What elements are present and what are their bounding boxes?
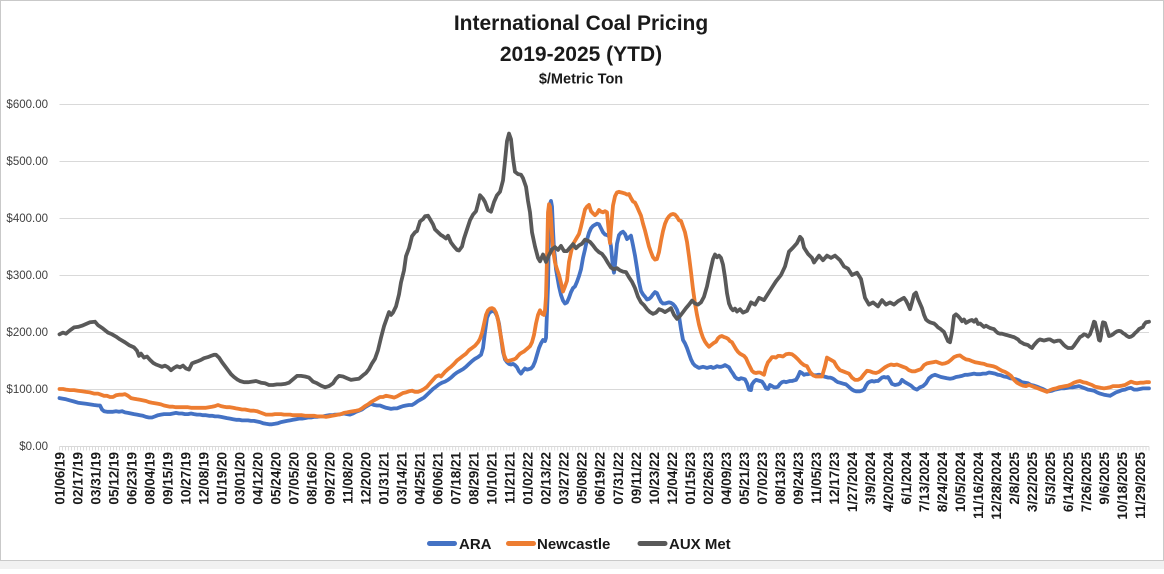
svg-text:07/18/21: 07/18/21 <box>449 452 464 505</box>
svg-text:$300.00: $300.00 <box>6 270 48 282</box>
svg-text:01/15/23: 01/15/23 <box>683 452 698 505</box>
svg-text:$500.00: $500.00 <box>6 156 48 168</box>
svg-text:06/19/22: 06/19/22 <box>593 452 608 505</box>
svg-text:12/04/22: 12/04/22 <box>665 452 680 505</box>
svg-text:6/1/2024: 6/1/2024 <box>899 452 914 505</box>
svg-text:09/27/20: 09/27/20 <box>323 452 338 505</box>
svg-text:10/5/2024: 10/5/2024 <box>953 452 968 513</box>
svg-text:11/08/20: 11/08/20 <box>341 452 356 504</box>
svg-text:8/24/2024: 8/24/2024 <box>935 452 950 513</box>
svg-text:1/27/2024: 1/27/2024 <box>845 452 860 513</box>
svg-text:$100.00: $100.00 <box>6 384 48 396</box>
svg-text:$400.00: $400.00 <box>6 213 48 225</box>
svg-text:International Coal Pricing: International Coal Pricing <box>454 12 708 35</box>
svg-text:03/01/20: 03/01/20 <box>233 452 248 505</box>
svg-text:11/16/2024: 11/16/2024 <box>971 452 986 519</box>
svg-text:02/13/22: 02/13/22 <box>539 452 554 505</box>
svg-text:01/06/19: 01/06/19 <box>53 452 68 505</box>
svg-text:6/14/2025: 6/14/2025 <box>1061 452 1076 513</box>
svg-text:7/13/2024: 7/13/2024 <box>917 452 932 513</box>
svg-text:01/19/20: 01/19/20 <box>215 452 230 505</box>
svg-text:10/27/19: 10/27/19 <box>179 452 194 505</box>
svg-text:04/09/23: 04/09/23 <box>719 452 734 505</box>
svg-text:12/17/23: 12/17/23 <box>827 452 842 505</box>
svg-text:12/20/20: 12/20/20 <box>359 452 374 505</box>
svg-text:3/22/2025: 3/22/2025 <box>1025 452 1040 513</box>
svg-text:11/21/21: 11/21/21 <box>503 452 518 504</box>
svg-text:3/9/2024: 3/9/2024 <box>863 452 878 505</box>
svg-text:4/20/2024: 4/20/2024 <box>881 452 896 513</box>
svg-text:2019-2025 (YTD): 2019-2025 (YTD) <box>500 43 662 66</box>
svg-text:05/24/20: 05/24/20 <box>269 452 284 505</box>
svg-text:03/14/21: 03/14/21 <box>395 452 410 505</box>
svg-text:06/06/21: 06/06/21 <box>431 452 446 505</box>
svg-text:7/26/2025: 7/26/2025 <box>1079 452 1094 513</box>
svg-text:01/31/21: 01/31/21 <box>377 452 392 505</box>
svg-text:$/Metric Ton: $/Metric Ton <box>539 72 623 88</box>
svg-text:08/16/20: 08/16/20 <box>305 452 320 505</box>
svg-text:08/13/23: 08/13/23 <box>773 452 788 505</box>
svg-text:05/12/19: 05/12/19 <box>107 452 122 505</box>
svg-text:Newcastle: Newcastle <box>537 536 610 553</box>
svg-text:$600.00: $600.00 <box>6 99 48 111</box>
svg-text:5/3/2025: 5/3/2025 <box>1043 452 1058 505</box>
svg-text:AUX Met: AUX Met <box>669 536 731 553</box>
svg-text:07/31/22: 07/31/22 <box>611 452 626 505</box>
svg-text:04/25/21: 04/25/21 <box>413 452 428 505</box>
svg-text:09/24/23: 09/24/23 <box>791 452 806 505</box>
svg-text:09/15/19: 09/15/19 <box>161 452 176 505</box>
svg-text:11/29/2025: 11/29/2025 <box>1133 452 1148 519</box>
svg-text:07/05/20: 07/05/20 <box>287 452 302 505</box>
svg-text:06/23/19: 06/23/19 <box>125 452 140 505</box>
svg-text:01/02/22: 01/02/22 <box>521 452 536 505</box>
svg-text:03/31/19: 03/31/19 <box>89 452 104 505</box>
svg-text:08/04/19: 08/04/19 <box>143 452 158 505</box>
svg-text:2/8/2025: 2/8/2025 <box>1007 452 1022 505</box>
svg-text:04/12/20: 04/12/20 <box>251 452 266 505</box>
svg-text:02/17/19: 02/17/19 <box>71 452 86 505</box>
svg-text:12/08/19: 12/08/19 <box>197 452 212 505</box>
svg-text:9/6/2025: 9/6/2025 <box>1097 452 1112 505</box>
svg-text:09/11/22: 09/11/22 <box>629 452 644 504</box>
svg-text:11/05/23: 11/05/23 <box>809 452 824 504</box>
svg-text:10/23/22: 10/23/22 <box>647 452 662 505</box>
svg-text:02/26/23: 02/26/23 <box>701 452 716 505</box>
svg-text:07/02/23: 07/02/23 <box>755 452 770 505</box>
svg-text:10/10/21: 10/10/21 <box>485 452 500 505</box>
svg-text:$200.00: $200.00 <box>6 327 48 339</box>
svg-text:08/29/21: 08/29/21 <box>467 452 482 505</box>
svg-text:ARA: ARA <box>459 536 492 553</box>
svg-text:05/21/23: 05/21/23 <box>737 452 752 505</box>
svg-text:05/08/22: 05/08/22 <box>575 452 590 505</box>
svg-text:10/18/2025: 10/18/2025 <box>1115 452 1130 520</box>
svg-text:12/28/2024: 12/28/2024 <box>989 452 1004 520</box>
svg-text:03/27/22: 03/27/22 <box>557 452 572 505</box>
svg-text:$0.00: $0.00 <box>19 441 48 453</box>
